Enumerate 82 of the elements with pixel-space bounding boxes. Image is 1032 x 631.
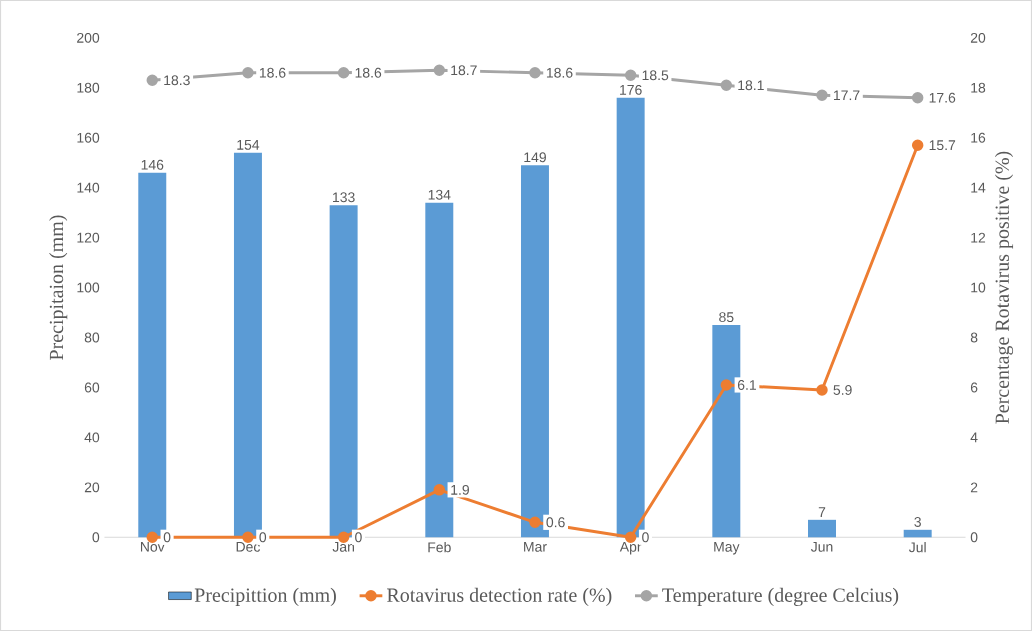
y-tick-label: 20 xyxy=(84,482,100,493)
point xyxy=(529,516,541,529)
point xyxy=(337,67,350,79)
data-label: 0.6 xyxy=(546,517,565,528)
data-label: 0 xyxy=(163,532,171,543)
y-tick-label: 120 xyxy=(77,232,100,243)
data-label: 17.7 xyxy=(833,90,860,101)
data-label: 18.6 xyxy=(355,67,382,78)
y2-tick-label: 10 xyxy=(971,282,986,293)
y2-tick-label: 0 xyxy=(970,532,978,543)
y2-tick-label: 4 xyxy=(970,432,978,443)
x-tick-label: Apr xyxy=(619,541,642,555)
y2-tick-label: 2 xyxy=(970,482,978,493)
y-tick-label: 100 xyxy=(77,282,100,293)
point xyxy=(529,67,541,79)
y-tick-label: 200 xyxy=(77,32,100,43)
x-tick-label: Jun xyxy=(810,541,833,552)
bar xyxy=(808,519,836,538)
data-label: 0 xyxy=(259,532,267,543)
point xyxy=(146,531,159,543)
data-label: 1.9 xyxy=(451,484,469,495)
data-label: 18.3 xyxy=(164,75,190,86)
x-tick-label: Jul xyxy=(908,541,926,553)
y-tick-label: 80 xyxy=(84,332,100,343)
data-label: 17.6 xyxy=(929,92,956,103)
y2-tick-label: 20 xyxy=(970,32,986,43)
data-label: 6.1 xyxy=(737,379,756,390)
x-tick-label: Dec xyxy=(236,541,261,552)
y2-tick-label: 6 xyxy=(970,382,978,393)
data-label: 154 xyxy=(237,139,260,150)
y2-tick-label: 16 xyxy=(971,132,986,143)
data-label: 18.6 xyxy=(546,67,573,78)
bar xyxy=(903,529,932,538)
data-label: 7 xyxy=(818,507,826,517)
legend-label: Precipittion (mm) xyxy=(194,587,336,606)
point xyxy=(720,379,733,391)
x-tick-label: Mar xyxy=(524,541,547,552)
y2-tick-label: 18 xyxy=(971,82,986,93)
point xyxy=(337,531,350,543)
point xyxy=(911,91,924,104)
x-tick-label: Feb xyxy=(428,541,451,553)
data-label: 146 xyxy=(141,159,164,170)
point xyxy=(242,531,254,543)
point xyxy=(816,89,828,101)
legend-label: Temperature (degree Celcius) xyxy=(662,587,899,606)
data-label: 15.7 xyxy=(929,140,956,151)
point xyxy=(911,139,924,151)
x-tick-label: May xyxy=(714,541,740,555)
y-axis-title: Precipitaion (mm) xyxy=(49,215,68,360)
y-tick-label: 60 xyxy=(84,382,100,393)
data-label: 18.6 xyxy=(259,67,286,78)
point xyxy=(816,384,828,396)
x-tick-label: Jan xyxy=(332,541,354,552)
x-tick-label: Nov xyxy=(140,541,165,552)
y-tick-label: 140 xyxy=(77,182,100,193)
data-label: 134 xyxy=(428,189,451,200)
data-label: 18.5 xyxy=(642,70,669,81)
y-tick-label: 40 xyxy=(84,432,100,443)
point xyxy=(720,79,733,91)
point xyxy=(433,64,446,76)
y-tick-label: 160 xyxy=(77,132,100,143)
y2-tick-label: 14 xyxy=(971,182,986,193)
data-label: 18.7 xyxy=(451,65,477,76)
data-label: 176 xyxy=(620,84,642,95)
data-label: 5.9 xyxy=(833,384,852,395)
data-label: 3 xyxy=(914,516,921,527)
y2-axis-title: Percentage Rotavirus positive (%) xyxy=(994,151,1014,424)
data-label: 0 xyxy=(355,532,362,543)
point xyxy=(624,69,637,81)
y-tick-label: 180 xyxy=(77,82,100,93)
point xyxy=(146,74,159,86)
data-label: 85 xyxy=(719,312,734,323)
y2-tick-label: 12 xyxy=(971,232,986,243)
data-label: 133 xyxy=(333,192,355,203)
data-label: 18.1 xyxy=(738,80,764,91)
point xyxy=(242,67,254,79)
legend-label: Rotavirus detection rate (%) xyxy=(387,587,612,606)
data-label: 0 xyxy=(642,532,649,543)
y-tick-label: 0 xyxy=(92,532,100,543)
data-label: 149 xyxy=(524,152,546,163)
y2-tick-label: 8 xyxy=(970,332,978,343)
point xyxy=(433,484,446,496)
